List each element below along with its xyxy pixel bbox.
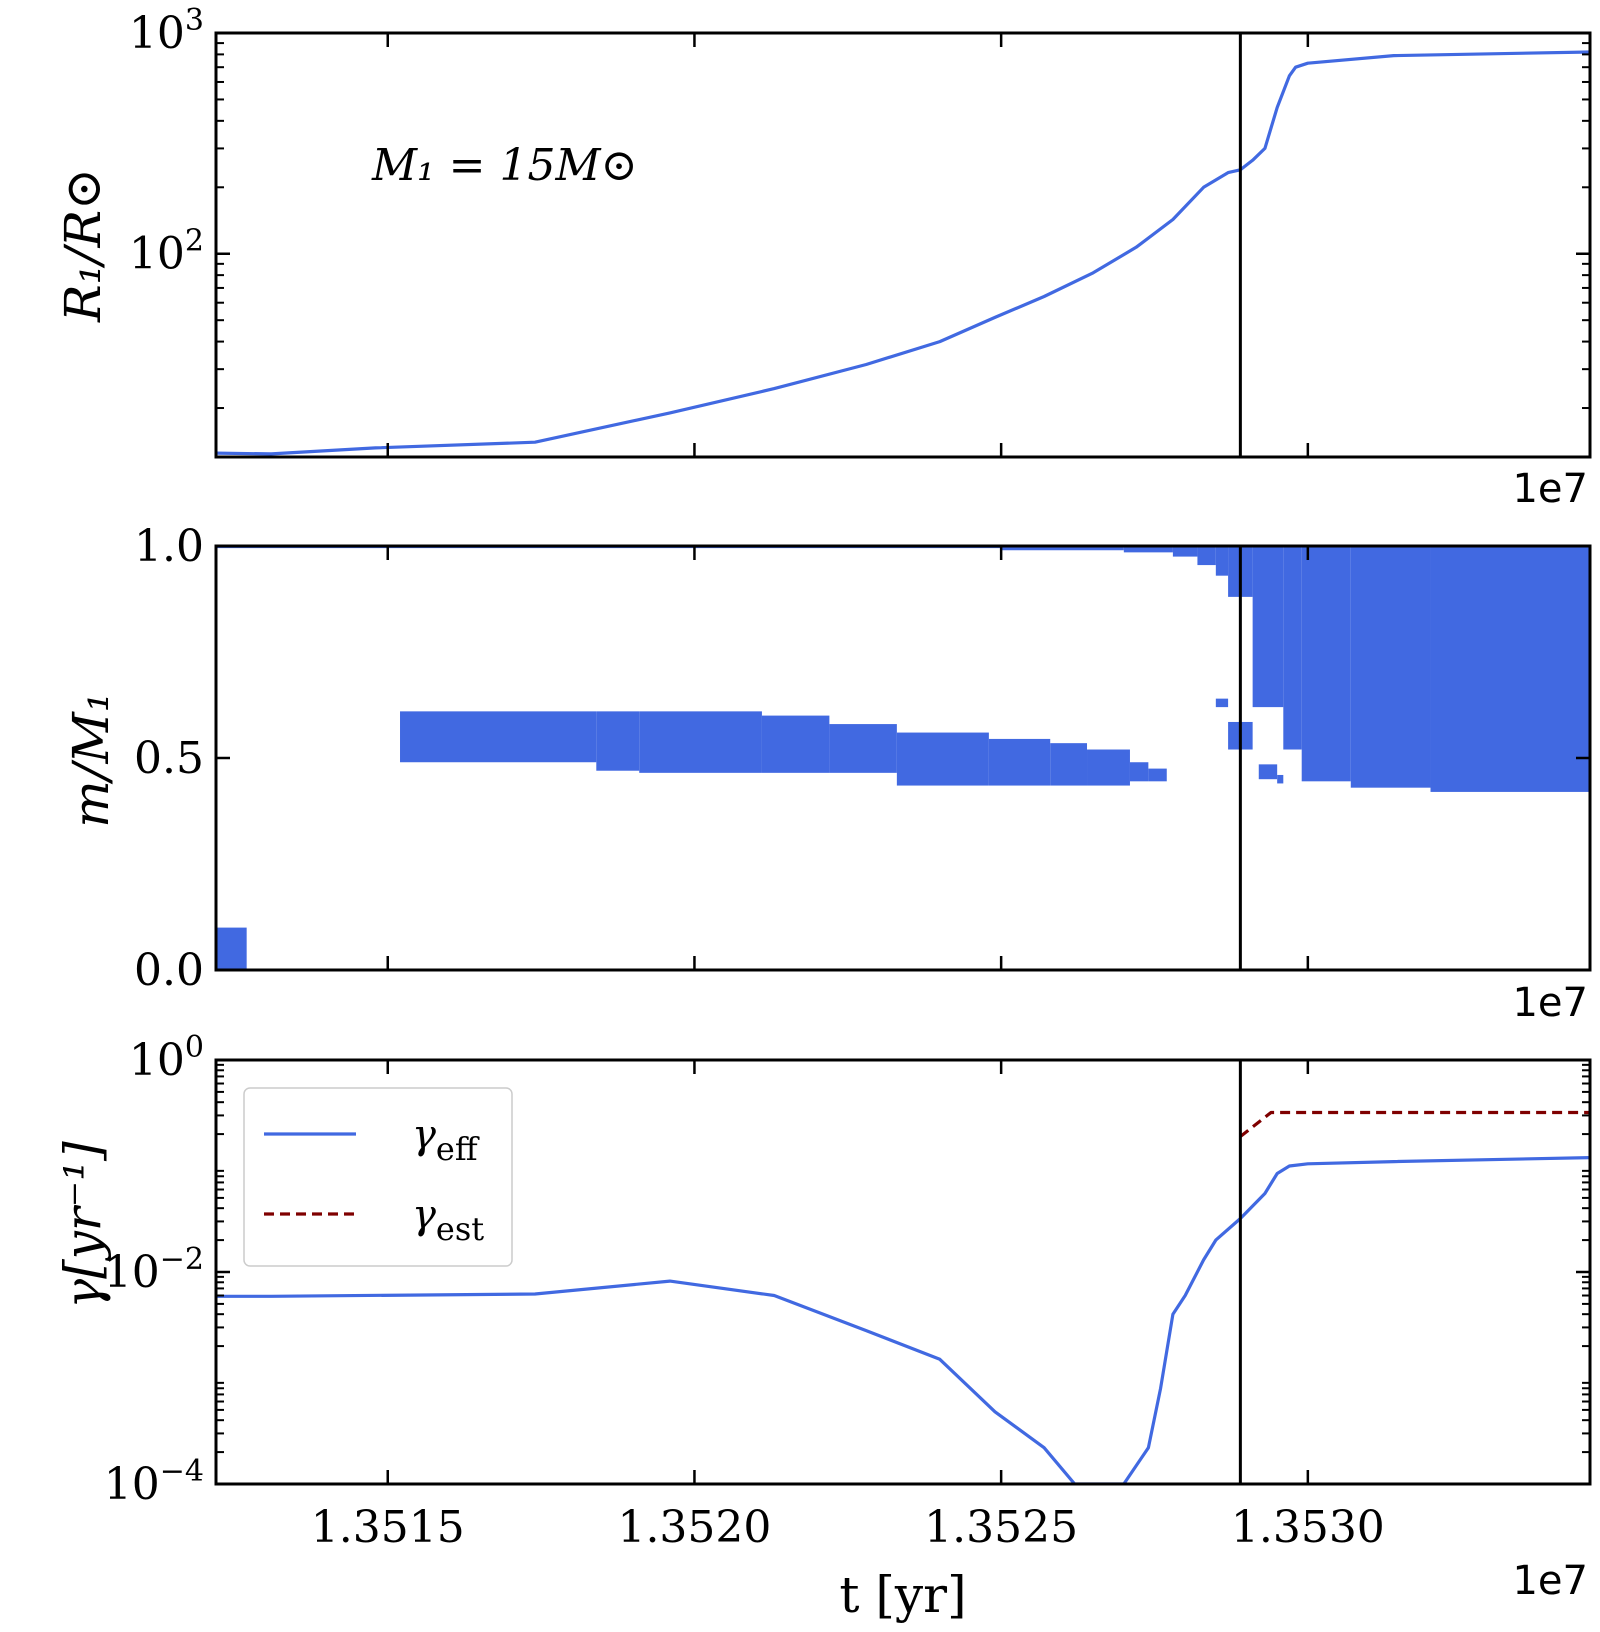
legend-label-1: γeff	[412, 1112, 480, 1168]
convective-region	[988, 738, 1051, 786]
convective-region	[1277, 774, 1284, 784]
gamma-plot-area	[216, 1060, 1590, 1484]
radius-y-axis-label: R₁/R⊙	[54, 168, 112, 323]
y-tick-label: 1.0	[134, 521, 204, 572]
mass-coordinate-y-axis-label-text: m/M₁	[62, 692, 120, 828]
convective-region	[639, 711, 762, 773]
y-tick-label: 10−2	[104, 1242, 204, 1298]
y-tick-label: 100	[129, 1030, 204, 1086]
x-tick-label: 1.3515	[311, 1502, 465, 1553]
gamma-y-axis-label: γ[yr⁻¹]	[54, 1141, 112, 1309]
x-tick-label: 1.3525	[924, 1502, 1078, 1553]
legend-label-2: γest	[412, 1192, 484, 1248]
mass-coordinate-panel: 0.0 0.5 1.0 m/M₁ 1e7	[62, 521, 1592, 1026]
convective-region	[216, 927, 247, 970]
series-line-2	[1239, 1110, 1590, 1138]
gamma-offset-text: 1e7	[1512, 1558, 1588, 1604]
mass-coordinate-offset-text: 1e7	[1512, 980, 1588, 1026]
convective-region	[761, 715, 830, 773]
radius-axes-frame	[214, 31, 1592, 459]
convective-region	[596, 711, 640, 771]
convective-region	[1430, 546, 1590, 792]
radius-panel: 102 103 R₁/R⊙ M₁ = 15M⊙ 1e7	[54, 3, 1592, 512]
series-line-1	[216, 50, 1590, 456]
legend: γeff γest	[243, 1087, 513, 1267]
mass-coordinate-ticks: 0.0 0.5 1.0	[134, 521, 1590, 996]
y-tick-label: 0.0	[134, 945, 204, 996]
convective-region	[1301, 546, 1351, 782]
convective-region	[1197, 546, 1216, 566]
convective-region	[1215, 698, 1229, 708]
convective-region	[1283, 546, 1302, 750]
convective-region	[829, 724, 897, 773]
convective-region	[1172, 546, 1198, 557]
gamma-axes-frame	[214, 1058, 1592, 1486]
y-tick-label: 10−4	[104, 1454, 204, 1510]
y-tick-label: 103	[129, 3, 204, 59]
x-axis-label: t [yr]	[839, 1566, 966, 1624]
y-tick-label: 0.5	[134, 733, 204, 784]
convective-region	[1148, 768, 1167, 782]
mass-coordinate-plot-area	[216, 546, 1590, 970]
radius-ticks: 102 103	[129, 3, 1590, 457]
series-line-1	[216, 1156, 1590, 1484]
x-tick-label: 1.3520	[617, 1502, 771, 1553]
mass-coordinate-y-axis-label: m/M₁	[62, 692, 120, 828]
mass-annotation: M₁ = 15M⊙	[371, 140, 637, 191]
radius-plot-area	[216, 33, 1590, 457]
mass-coordinate-axes-frame	[214, 544, 1592, 972]
convective-region	[1123, 546, 1173, 553]
convective-region	[1215, 546, 1229, 576]
convective-region	[1001, 546, 1124, 551]
convective-region	[1050, 743, 1088, 786]
radius-offset-text: 1e7	[1512, 466, 1588, 512]
convective-region	[1087, 749, 1130, 786]
y-tick-label: 102	[129, 224, 204, 280]
x-tick-label: 1.3530	[1231, 1502, 1385, 1553]
gamma-y-axis-label-text: γ[yr⁻¹]	[54, 1141, 112, 1309]
convective-region	[1129, 762, 1149, 782]
radius-y-axis-label-text: R₁/R⊙	[54, 168, 112, 323]
convective-region	[1350, 546, 1431, 788]
convective-region	[400, 711, 597, 763]
convective-region	[1258, 764, 1278, 780]
gamma-panel: 1.3515 1.3520 1.3525 1.3530 10−4 10−2 100 γ[yr…	[54, 1030, 1592, 1624]
convective-region	[896, 732, 989, 786]
convective-region	[1252, 546, 1284, 708]
